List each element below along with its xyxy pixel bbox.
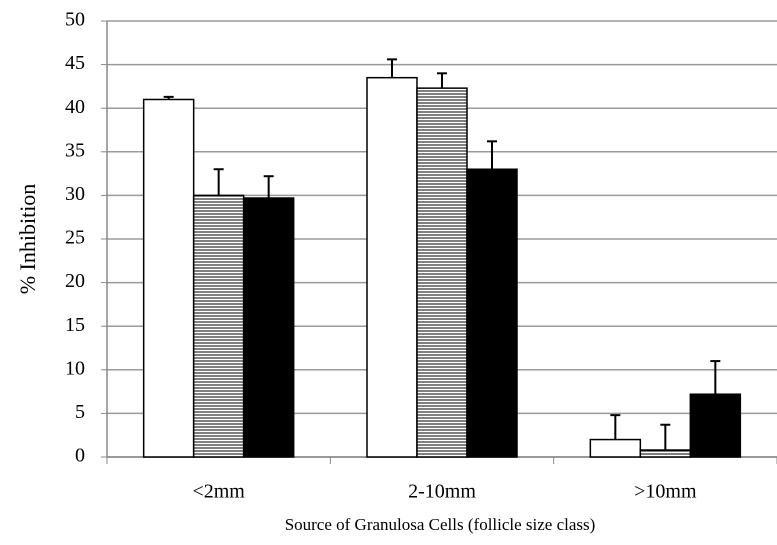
bar	[639, 449, 692, 458]
x-tick-label: <2mm	[192, 481, 245, 503]
bar	[416, 87, 468, 458]
y-tick-label: 25	[65, 227, 85, 249]
y-tick-label: 10	[65, 357, 85, 379]
y-tick-label: 45	[65, 52, 85, 74]
x-tick-label: 2-10mm	[408, 481, 476, 503]
y-tick-label: 5	[75, 401, 85, 423]
bar	[366, 76, 418, 458]
bar	[142, 98, 195, 458]
bar	[689, 393, 742, 458]
y-tick-label: 35	[65, 139, 85, 161]
y-tick-label: 0	[75, 445, 85, 467]
bar	[466, 168, 518, 458]
y-tick-label: 15	[65, 314, 85, 336]
bar	[192, 194, 245, 458]
bar	[242, 197, 295, 458]
x-axis-title: Source of Granulosa Cells (follicle size…	[285, 515, 596, 534]
y-tick-label: 40	[65, 96, 85, 118]
x-tick-label: >10mm	[634, 481, 697, 503]
y-tick-label: 50	[65, 9, 85, 31]
y-tick-label: 30	[65, 183, 85, 205]
y-axis-title: % Inhibition	[15, 184, 40, 295]
bar	[589, 438, 642, 458]
y-tick-label: 20	[65, 270, 85, 292]
